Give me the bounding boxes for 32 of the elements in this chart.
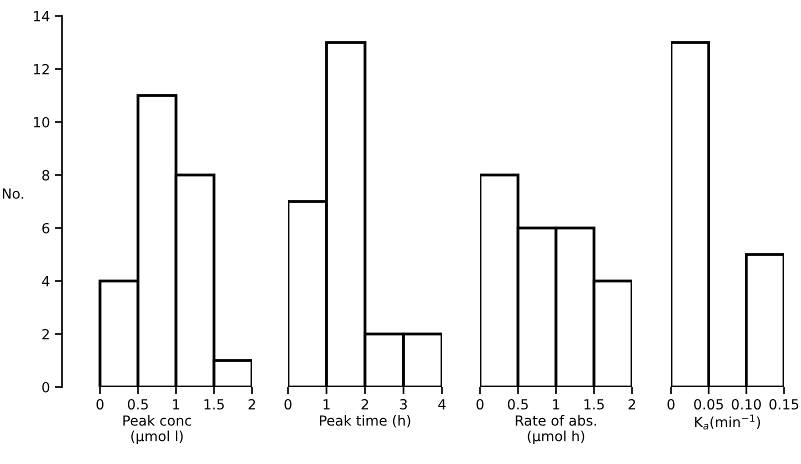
x-tick-label: 0.5 — [128, 399, 148, 410]
x-tick-label: 2 — [362, 399, 368, 410]
y-tick-label: 10 — [34, 116, 50, 128]
x-tick-label: 0.05 — [694, 399, 723, 410]
x-tick-label: 4 — [438, 399, 446, 410]
x-tick-label: 0 — [476, 399, 484, 410]
x-tick-label: 1 — [324, 399, 330, 410]
x-tick-label: 1 — [553, 399, 560, 410]
x-tick-label: 1.5 — [584, 399, 604, 410]
x-tick-label: 0.10 — [732, 399, 761, 410]
y-tick-label: 8 — [42, 170, 50, 180]
x-tick-label: 0.5 — [508, 399, 528, 410]
x-tick-label: 2 — [248, 399, 256, 410]
x-axis-title: Rate of abs. (μmol h) — [516, 415, 596, 444]
y-tick-label: 6 — [42, 222, 50, 234]
x-tick-label: 0 — [667, 399, 674, 410]
x-axis-title: Peak conc (μmol l) — [123, 415, 192, 444]
x-tick-label: 0 — [284, 399, 292, 410]
x-tick-label: 1.5 — [204, 399, 224, 410]
x-axis-title: K$_{a}$(min$^{−1}$) — [695, 414, 760, 430]
y-axis-title: No. — [2, 188, 24, 199]
x-tick-label: 1 — [173, 399, 180, 410]
y-tick-label: 4 — [42, 276, 50, 286]
x-tick-label: 0 — [96, 399, 104, 410]
y-tick-label: 14 — [34, 11, 50, 22]
x-tick-label: 2 — [628, 399, 636, 410]
x-axis-title: Peak time (h) — [320, 415, 410, 428]
y-tick-label: 2 — [42, 328, 49, 340]
y-tick-label: 0 — [42, 382, 50, 392]
x-tick-label: 0.15 — [769, 399, 798, 410]
y-tick-label: 12 — [34, 64, 49, 74]
x-tick-label: 3 — [400, 399, 407, 410]
